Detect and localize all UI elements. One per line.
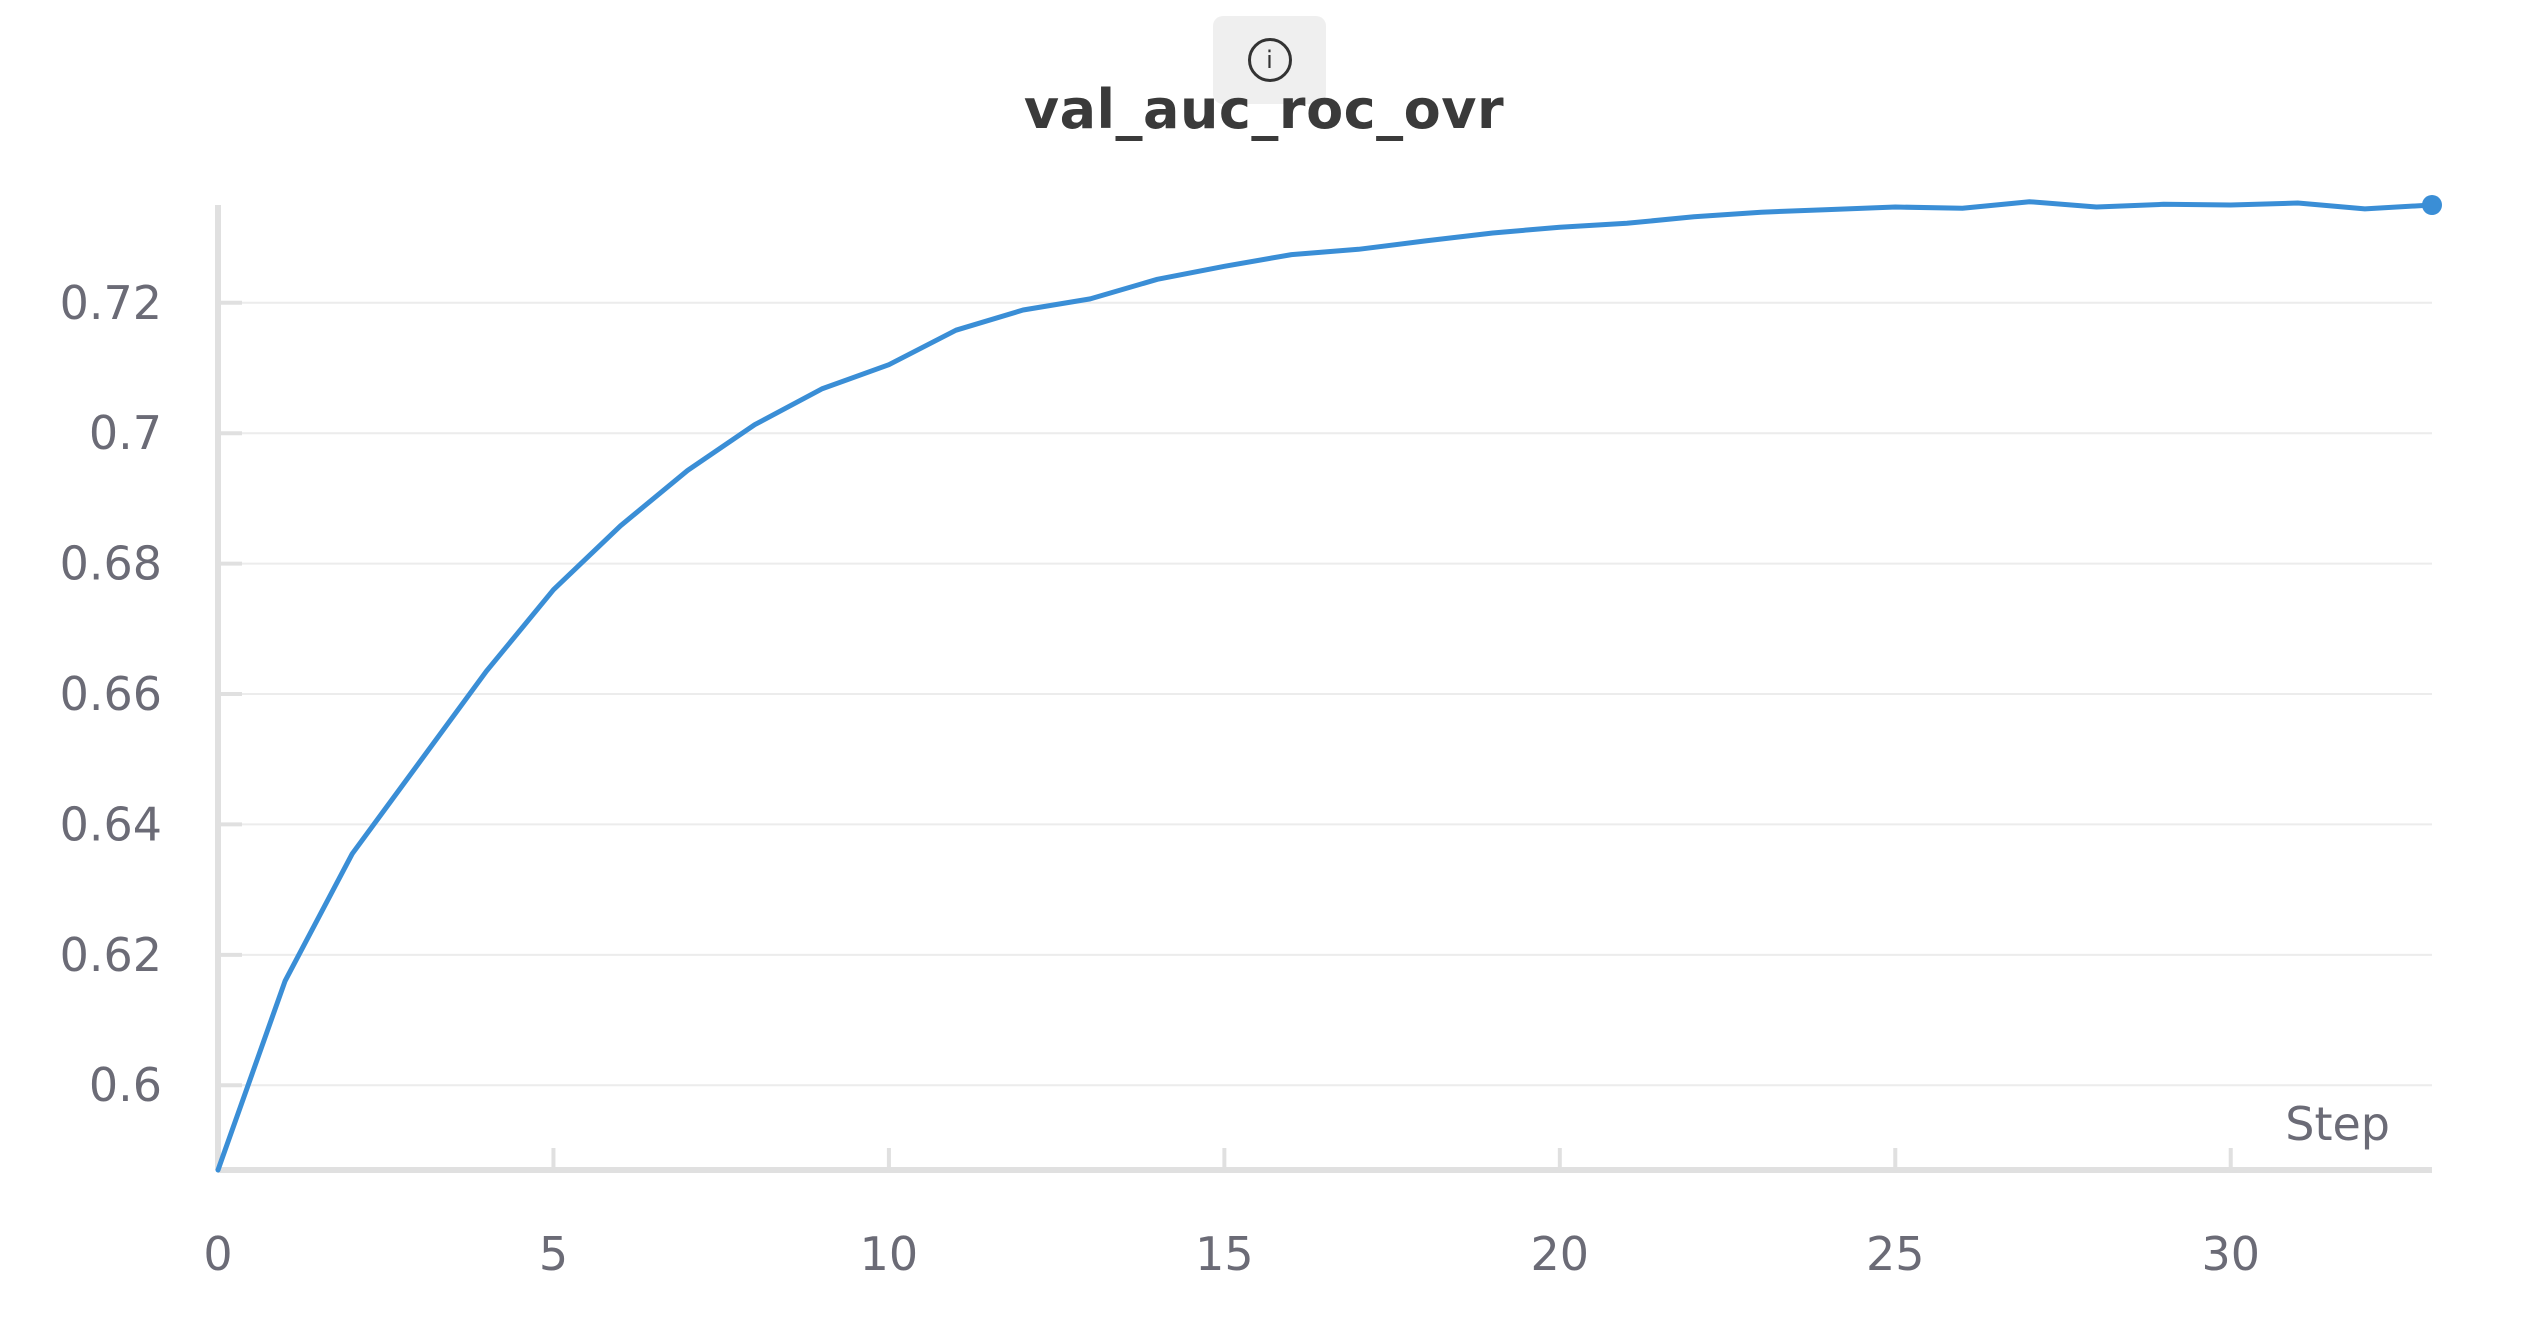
series-line [215,199,2435,1173]
series [215,195,2442,1173]
info-button[interactable]: i [1213,16,1326,104]
grid-lines [218,301,2432,1087]
y-tick-label: 0.7 [89,406,162,460]
y-tick-label: 0.6 [89,1058,162,1112]
x-tick-label: 5 [539,1227,568,1281]
y-tick-label: 0.66 [60,667,162,721]
last-point-marker [2422,195,2442,215]
y-tick-label: 0.72 [60,276,162,330]
x-axis-label: Step [2285,1097,2390,1151]
x-tick-label: 0 [203,1227,232,1281]
x-tick-label: 15 [1195,1227,1254,1281]
x-ticks: 0 5 10 15 20 25 30 [203,1148,2260,1281]
info-icon: i [1247,38,1292,82]
y-tick-label: 0.62 [60,928,162,982]
y-ticks: 0.6 0.62 0.64 0.66 0.68 0.7 0.72 [60,276,242,1112]
y-tick-label: 0.64 [60,797,162,851]
x-tick-label: 25 [1866,1227,1925,1281]
y-tick-label: 0.68 [60,537,162,591]
x-tick-label: 30 [2201,1227,2260,1281]
x-tick-label: 20 [1531,1227,1590,1281]
x-tick-label: 10 [860,1227,919,1281]
axes [215,205,2432,1173]
chart-title: val_auc_roc_ovr [1023,78,1505,141]
